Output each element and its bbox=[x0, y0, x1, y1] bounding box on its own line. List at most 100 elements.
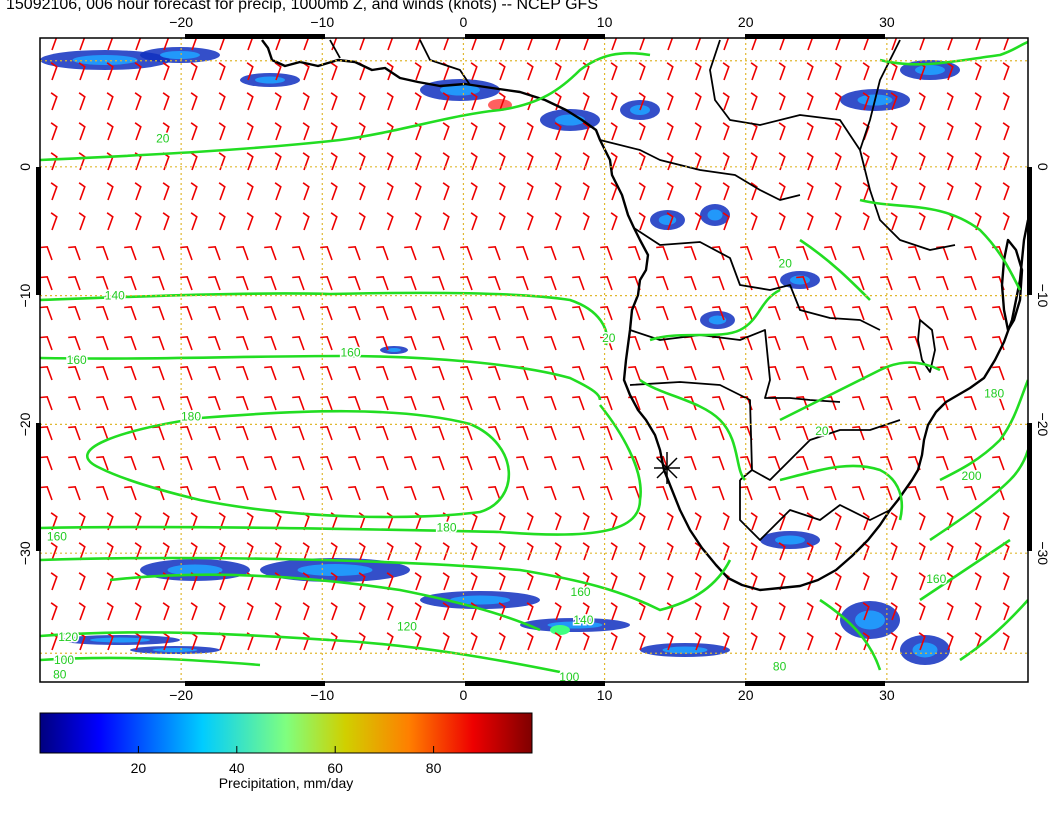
wind-barb bbox=[246, 92, 254, 111]
wind-barb bbox=[880, 485, 893, 501]
wind-barb bbox=[964, 455, 977, 471]
wind-barb bbox=[78, 212, 86, 231]
wind-barb bbox=[778, 122, 786, 141]
precip-core bbox=[440, 84, 480, 96]
wind-barb bbox=[376, 365, 389, 381]
wind-barb bbox=[638, 632, 646, 651]
wind-barb bbox=[582, 632, 590, 651]
wind-barb bbox=[386, 632, 394, 651]
wind-barb bbox=[330, 602, 338, 621]
wind-barb bbox=[1002, 212, 1010, 231]
wind-barb bbox=[666, 212, 674, 231]
wind-barb bbox=[330, 632, 338, 651]
wind-barb bbox=[946, 92, 954, 111]
lat-tick-label: −10 bbox=[1035, 284, 1051, 308]
wind-barb bbox=[320, 395, 333, 411]
wind-barb bbox=[442, 602, 450, 621]
wind-barb bbox=[191, 38, 198, 51]
wind-barb bbox=[572, 365, 585, 381]
wind-barb bbox=[236, 365, 249, 381]
wind-barb bbox=[264, 425, 277, 441]
wind-barb bbox=[572, 305, 585, 321]
wind-barb bbox=[750, 602, 758, 621]
wind-barb bbox=[348, 365, 361, 381]
wind-barb bbox=[684, 335, 697, 351]
wind-barb bbox=[656, 485, 669, 501]
wind-barb bbox=[544, 365, 557, 381]
wind-barb bbox=[106, 542, 114, 561]
wind-barb bbox=[124, 335, 137, 351]
wind-barb bbox=[712, 245, 725, 261]
wind-barb bbox=[152, 425, 165, 441]
lon-tick-label: 10 bbox=[597, 687, 613, 703]
contour-label: 80 bbox=[773, 660, 787, 674]
colorbar-tick-label: 80 bbox=[425, 760, 442, 776]
wind-barb bbox=[498, 542, 506, 561]
wind-barb bbox=[152, 335, 165, 351]
wind-barb bbox=[330, 572, 338, 591]
wind-barb bbox=[190, 122, 198, 141]
wind-barb bbox=[498, 572, 506, 591]
wind-barb bbox=[628, 335, 641, 351]
wind-barb bbox=[936, 425, 949, 441]
wind-barb bbox=[152, 275, 165, 291]
wind-barb bbox=[582, 122, 590, 141]
wind-barb bbox=[918, 122, 926, 141]
wind-barb bbox=[852, 245, 865, 261]
wind-barb bbox=[320, 335, 333, 351]
coastline-madagascar bbox=[1000, 238, 1024, 332]
wind-barb bbox=[386, 512, 394, 531]
wind-barb bbox=[292, 485, 305, 501]
wind-barb bbox=[600, 395, 613, 411]
wind-barb bbox=[694, 512, 702, 531]
wind-barb bbox=[78, 182, 86, 201]
wind-barb bbox=[918, 632, 926, 651]
wind-barb bbox=[498, 62, 506, 81]
wind-barb bbox=[666, 122, 674, 141]
wind-barb bbox=[302, 542, 310, 561]
lat-tick-label: −20 bbox=[1035, 413, 1051, 437]
wind-barb bbox=[918, 512, 926, 531]
precip-core bbox=[912, 642, 938, 658]
wind-barb bbox=[106, 512, 114, 531]
wind-barb bbox=[628, 485, 641, 501]
wind-barb bbox=[852, 395, 865, 411]
wind-barb bbox=[78, 602, 86, 621]
wind-barb bbox=[768, 245, 781, 261]
wind-barb bbox=[572, 455, 585, 471]
wind-barb bbox=[386, 212, 394, 231]
wind-barb bbox=[320, 275, 333, 291]
wind-barb bbox=[908, 365, 921, 381]
wind-barb bbox=[292, 425, 305, 441]
wind-barb bbox=[526, 62, 534, 81]
wind-barb bbox=[554, 632, 562, 651]
wind-barb bbox=[460, 305, 473, 321]
precip-core bbox=[450, 595, 510, 605]
wind-barb bbox=[918, 152, 926, 171]
wind-barb bbox=[572, 275, 585, 291]
wind-barb bbox=[292, 395, 305, 411]
contour-180 bbox=[86, 409, 511, 519]
wind-barb bbox=[946, 182, 954, 201]
wind-barb bbox=[964, 305, 977, 321]
wind-barb bbox=[376, 245, 389, 261]
wind-barb bbox=[470, 92, 478, 111]
wind-barb bbox=[964, 365, 977, 381]
wind-barb bbox=[162, 512, 170, 531]
wind-barb bbox=[432, 395, 445, 411]
wind-barb bbox=[610, 212, 618, 231]
wind-barb bbox=[106, 182, 114, 201]
wind-barb bbox=[264, 395, 277, 411]
wind-barb bbox=[96, 455, 109, 471]
contour-inland-3 bbox=[779, 464, 904, 521]
wind-barb bbox=[862, 602, 870, 621]
wind-barb bbox=[470, 122, 478, 141]
border-10 bbox=[329, 39, 341, 59]
wind-barb bbox=[582, 212, 590, 231]
wind-barb bbox=[247, 38, 254, 51]
wind-barb bbox=[50, 602, 58, 621]
wind-barb bbox=[162, 62, 170, 81]
wind-barb bbox=[218, 212, 226, 231]
wind-barb bbox=[516, 395, 529, 411]
contour-label: 20 bbox=[779, 256, 793, 270]
